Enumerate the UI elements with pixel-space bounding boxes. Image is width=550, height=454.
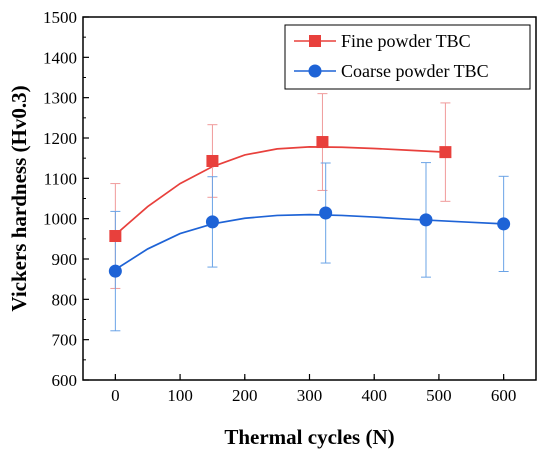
legend-marker-coarse <box>308 64 322 78</box>
legend: Fine powder TBC Coarse powder TBC <box>284 24 531 90</box>
x-tick-label: 400 <box>361 386 387 405</box>
data-point-coarse <box>419 213 433 227</box>
data-point-fine <box>109 230 122 243</box>
x-tick-label: 600 <box>491 386 517 405</box>
y-tick-label: 1100 <box>44 169 77 188</box>
data-point-fine <box>316 136 329 149</box>
y-tick-label: 1300 <box>43 89 77 108</box>
legend-label-fine: Fine powder TBC <box>341 31 471 51</box>
data-point-coarse <box>497 217 511 231</box>
y-tick-label: 600 <box>52 371 78 390</box>
x-tick-label: 100 <box>167 386 193 405</box>
x-tick-label: 200 <box>232 386 258 405</box>
fit-curve-fine <box>114 146 446 236</box>
x-axis-title: Thermal cycles (N) <box>224 425 394 449</box>
x-tick-label: 300 <box>297 386 323 405</box>
data-point-coarse <box>108 264 122 278</box>
x-tick-label: 500 <box>426 386 452 405</box>
y-tick-label: 1500 <box>43 8 77 27</box>
legend-box <box>284 24 531 90</box>
data-point-coarse <box>205 215 219 229</box>
y-tick-label: 900 <box>52 250 78 269</box>
y-tick-label: 1000 <box>43 210 77 229</box>
legend-label-coarse: Coarse powder TBC <box>341 61 489 81</box>
y-tick-label: 700 <box>52 331 78 350</box>
data-point-fine <box>206 154 219 167</box>
x-tick-label: 0 <box>111 386 120 405</box>
y-tick-label: 1200 <box>43 129 77 148</box>
y-tick-label: 800 <box>52 290 78 309</box>
y-tick-label: 1400 <box>43 48 77 67</box>
y-axis-title: Vickers hardness (Hv0.3) <box>7 85 31 311</box>
legend-marker-fine <box>309 35 321 47</box>
data-point-coarse <box>319 206 333 220</box>
data-point-fine <box>439 146 452 159</box>
fit-curve-coarse <box>114 213 504 271</box>
